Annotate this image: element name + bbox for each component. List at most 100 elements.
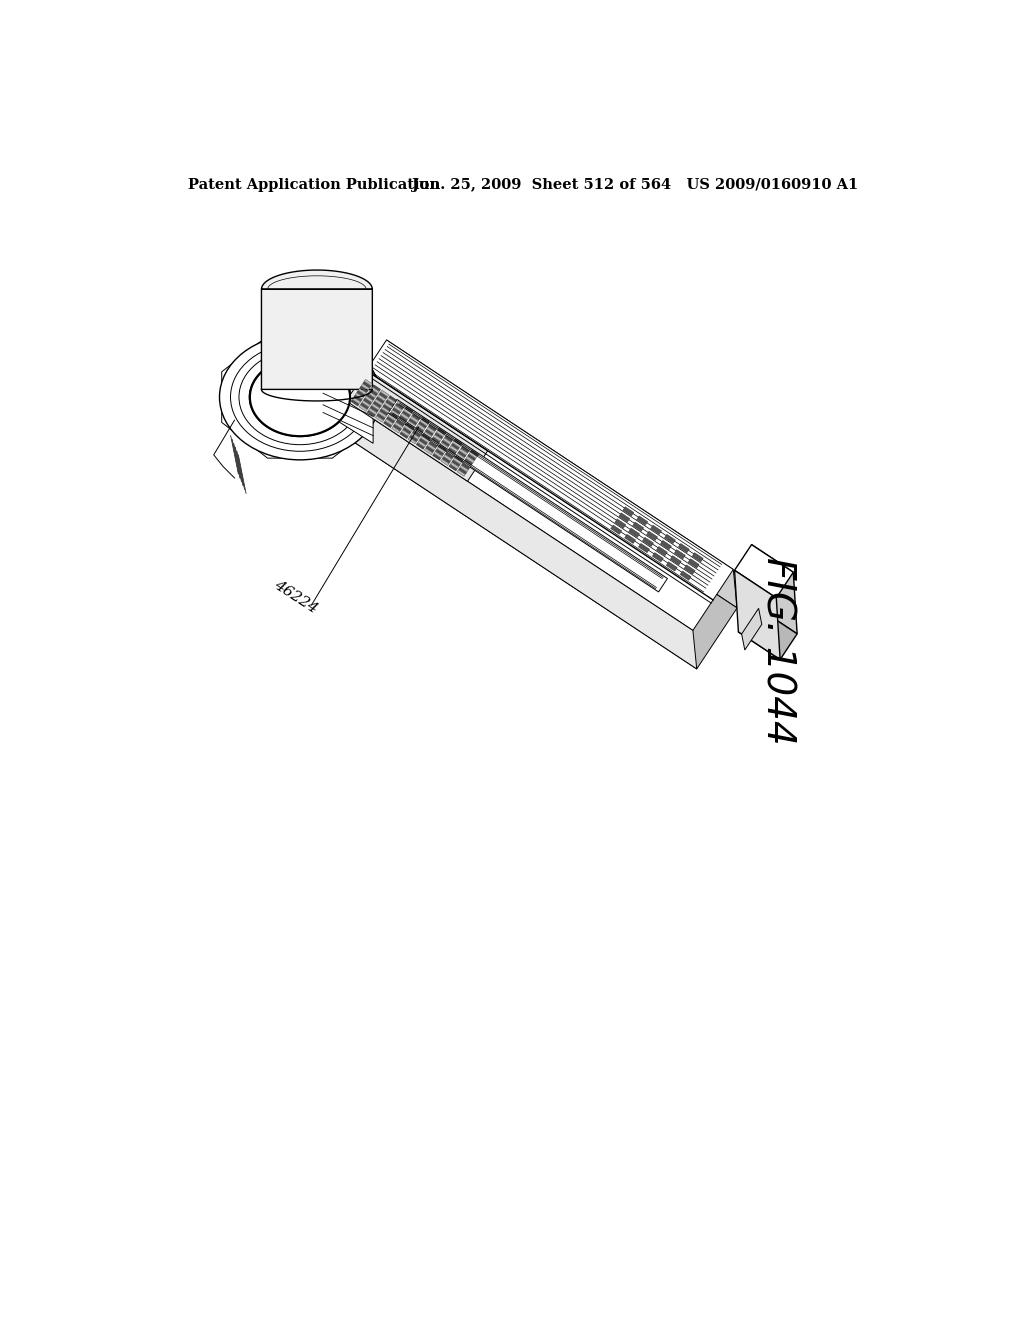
Polygon shape — [463, 461, 471, 467]
Polygon shape — [386, 400, 394, 407]
Polygon shape — [734, 570, 780, 660]
Polygon shape — [373, 401, 381, 408]
Polygon shape — [449, 447, 457, 454]
Polygon shape — [734, 545, 794, 598]
Polygon shape — [402, 411, 411, 417]
Polygon shape — [460, 466, 468, 471]
Polygon shape — [425, 429, 433, 436]
Polygon shape — [438, 445, 446, 451]
Polygon shape — [346, 341, 733, 631]
Polygon shape — [610, 525, 622, 535]
Polygon shape — [452, 459, 460, 466]
Polygon shape — [368, 392, 376, 397]
Polygon shape — [377, 413, 385, 420]
Polygon shape — [618, 512, 630, 523]
Polygon shape — [387, 397, 395, 404]
Polygon shape — [427, 444, 435, 450]
Polygon shape — [396, 420, 404, 426]
Polygon shape — [440, 459, 449, 466]
Polygon shape — [408, 421, 416, 428]
Polygon shape — [346, 371, 487, 482]
Polygon shape — [384, 421, 391, 428]
Polygon shape — [386, 417, 394, 424]
Polygon shape — [403, 409, 412, 414]
Polygon shape — [674, 549, 685, 558]
Ellipse shape — [249, 358, 351, 437]
Polygon shape — [438, 428, 446, 434]
Polygon shape — [453, 441, 461, 447]
Polygon shape — [427, 428, 435, 433]
Polygon shape — [434, 451, 442, 458]
Polygon shape — [656, 546, 668, 556]
Text: Jun. 25, 2009  Sheet 512 of 564   US 2009/0160910 A1: Jun. 25, 2009 Sheet 512 of 564 US 2009/0… — [412, 178, 858, 193]
Polygon shape — [395, 403, 403, 409]
Polygon shape — [388, 414, 396, 421]
Polygon shape — [401, 430, 410, 436]
Polygon shape — [650, 525, 662, 535]
Polygon shape — [638, 544, 649, 553]
Polygon shape — [364, 399, 372, 405]
Polygon shape — [346, 401, 696, 669]
Polygon shape — [362, 381, 371, 388]
Polygon shape — [432, 454, 440, 461]
Polygon shape — [418, 441, 426, 447]
Ellipse shape — [262, 367, 338, 426]
Polygon shape — [412, 414, 420, 420]
Polygon shape — [688, 558, 699, 568]
Polygon shape — [359, 405, 368, 412]
Polygon shape — [446, 433, 455, 440]
Polygon shape — [322, 383, 373, 444]
Polygon shape — [411, 433, 419, 440]
Polygon shape — [376, 416, 384, 422]
Polygon shape — [354, 395, 361, 401]
Polygon shape — [440, 442, 449, 449]
Polygon shape — [392, 426, 399, 433]
Polygon shape — [388, 400, 668, 591]
Polygon shape — [411, 416, 419, 422]
Polygon shape — [437, 447, 445, 453]
Text: Patent Application Publication: Patent Application Publication — [188, 178, 440, 193]
Polygon shape — [684, 565, 695, 574]
Polygon shape — [692, 553, 703, 562]
Polygon shape — [457, 470, 465, 477]
Polygon shape — [623, 507, 634, 516]
Polygon shape — [417, 424, 425, 430]
Polygon shape — [378, 412, 386, 417]
Polygon shape — [406, 407, 414, 413]
Polygon shape — [414, 429, 422, 434]
Polygon shape — [368, 411, 376, 417]
Polygon shape — [419, 421, 427, 428]
Polygon shape — [379, 392, 387, 399]
Polygon shape — [424, 449, 432, 454]
Polygon shape — [461, 446, 469, 453]
Polygon shape — [356, 391, 365, 397]
Polygon shape — [406, 422, 414, 429]
Polygon shape — [378, 395, 386, 401]
Polygon shape — [468, 454, 476, 461]
Polygon shape — [466, 457, 474, 463]
Polygon shape — [386, 341, 737, 609]
Ellipse shape — [250, 358, 350, 436]
Polygon shape — [678, 544, 689, 553]
Polygon shape — [381, 391, 389, 396]
Polygon shape — [385, 418, 393, 425]
Polygon shape — [424, 432, 432, 438]
Polygon shape — [428, 425, 436, 432]
Polygon shape — [471, 450, 478, 455]
Polygon shape — [384, 403, 392, 409]
Polygon shape — [416, 426, 424, 433]
Polygon shape — [393, 425, 401, 430]
Polygon shape — [421, 436, 429, 442]
Polygon shape — [389, 412, 397, 418]
Polygon shape — [629, 528, 640, 537]
Polygon shape — [369, 408, 377, 414]
Polygon shape — [350, 379, 737, 669]
Polygon shape — [416, 444, 424, 449]
Polygon shape — [430, 422, 438, 429]
Polygon shape — [430, 440, 438, 446]
Polygon shape — [642, 537, 653, 546]
Polygon shape — [404, 425, 413, 432]
Polygon shape — [451, 462, 459, 469]
Polygon shape — [362, 400, 370, 407]
Polygon shape — [435, 433, 443, 440]
